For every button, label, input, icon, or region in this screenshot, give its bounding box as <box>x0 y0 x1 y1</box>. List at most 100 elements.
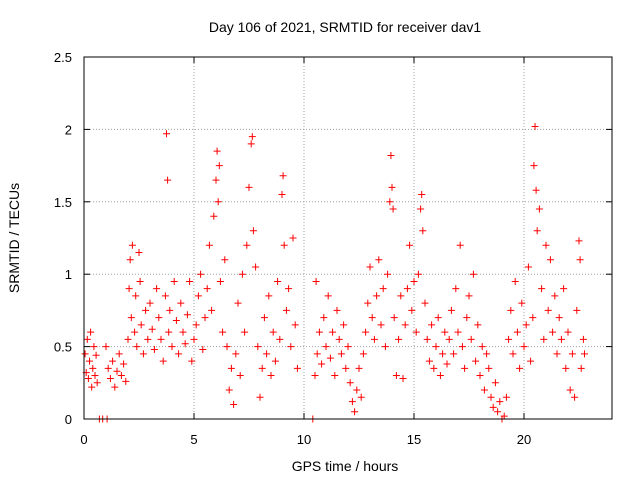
data-point <box>232 350 240 358</box>
data-point <box>175 350 183 358</box>
data-point <box>513 328 521 336</box>
data-point <box>311 372 319 380</box>
data-point <box>201 314 209 322</box>
data-point <box>454 328 462 336</box>
grid-lines <box>84 57 612 419</box>
data-point <box>397 292 405 300</box>
data-point <box>531 123 539 131</box>
data-point <box>234 299 242 307</box>
data-point <box>355 364 363 372</box>
data-point <box>463 314 471 322</box>
data-point <box>370 335 378 343</box>
data-point <box>258 364 266 372</box>
data-point <box>106 374 114 382</box>
data-point <box>190 335 198 343</box>
data-point <box>267 372 275 380</box>
data-point <box>137 321 145 329</box>
data-point <box>505 335 513 343</box>
data-point <box>126 256 134 264</box>
data-point <box>469 270 477 278</box>
data-point <box>153 285 161 293</box>
data-point <box>511 277 519 285</box>
data-point <box>348 398 356 406</box>
data-point <box>445 335 453 343</box>
data-point <box>566 386 574 394</box>
data-point <box>342 364 350 372</box>
data-point <box>483 350 491 358</box>
data-point <box>236 372 244 380</box>
data-point <box>88 383 96 391</box>
x-tick-label: 0 <box>80 432 87 447</box>
data-point <box>197 270 205 278</box>
x-tick-label: 20 <box>517 432 531 447</box>
data-point <box>279 172 287 180</box>
data-point <box>494 408 502 416</box>
data-point <box>269 328 277 336</box>
data-point <box>507 306 515 314</box>
data-point <box>285 285 293 293</box>
data-point <box>581 350 588 358</box>
data-point <box>357 393 365 401</box>
data-point <box>368 314 376 322</box>
data-point <box>92 351 100 359</box>
data-point <box>225 386 233 394</box>
data-point <box>199 345 207 353</box>
data-point <box>377 321 385 329</box>
data-point <box>390 314 398 322</box>
data-point <box>335 335 343 343</box>
data-point <box>315 328 323 336</box>
data-point <box>423 335 431 343</box>
data-point <box>577 364 585 372</box>
chart-title: Day 106 of 2021, SRMTID for receiver dav… <box>209 19 482 35</box>
data-point <box>340 321 348 329</box>
data-point <box>540 335 548 343</box>
data-point <box>447 306 455 314</box>
data-point <box>465 292 473 300</box>
data-point <box>223 343 231 351</box>
data-point <box>509 350 517 358</box>
data-point <box>366 263 374 271</box>
data-point <box>557 335 565 343</box>
data-point <box>216 277 224 285</box>
data-point <box>124 335 132 343</box>
data-point <box>412 328 420 336</box>
data-point <box>549 328 557 336</box>
x-axis-label: GPS time / hours <box>292 458 399 474</box>
y-tick-label: 2.5 <box>54 50 72 65</box>
data-point <box>293 364 301 372</box>
data-point <box>388 183 396 191</box>
data-point <box>450 350 458 358</box>
data-point <box>403 285 411 293</box>
data-point <box>181 340 189 348</box>
plot-frame <box>83 56 613 420</box>
data-point <box>183 311 191 319</box>
data-point <box>87 328 95 336</box>
data-point <box>205 241 213 249</box>
data-point <box>428 321 436 329</box>
data-point <box>227 364 235 372</box>
data-point <box>249 227 257 235</box>
data-point <box>133 343 141 351</box>
y-tick-label: 2 <box>65 122 72 137</box>
data-point <box>89 364 97 372</box>
data-point <box>571 393 579 401</box>
data-point <box>489 403 497 411</box>
data-point <box>91 372 99 380</box>
data-point <box>170 277 178 285</box>
data-point <box>282 306 290 314</box>
data-point <box>524 263 532 271</box>
data-point <box>532 186 540 194</box>
data-point <box>117 372 125 380</box>
data-point <box>387 151 395 159</box>
data-point <box>219 328 227 336</box>
data-point <box>421 299 429 307</box>
data-point <box>136 277 144 285</box>
data-point <box>186 277 194 285</box>
data-point <box>527 357 535 365</box>
data-point <box>414 270 422 278</box>
data-point <box>329 328 337 336</box>
data-point <box>318 360 326 368</box>
data-point <box>346 379 354 387</box>
y-tick-label: 0.5 <box>54 340 72 355</box>
data-point <box>379 285 387 293</box>
